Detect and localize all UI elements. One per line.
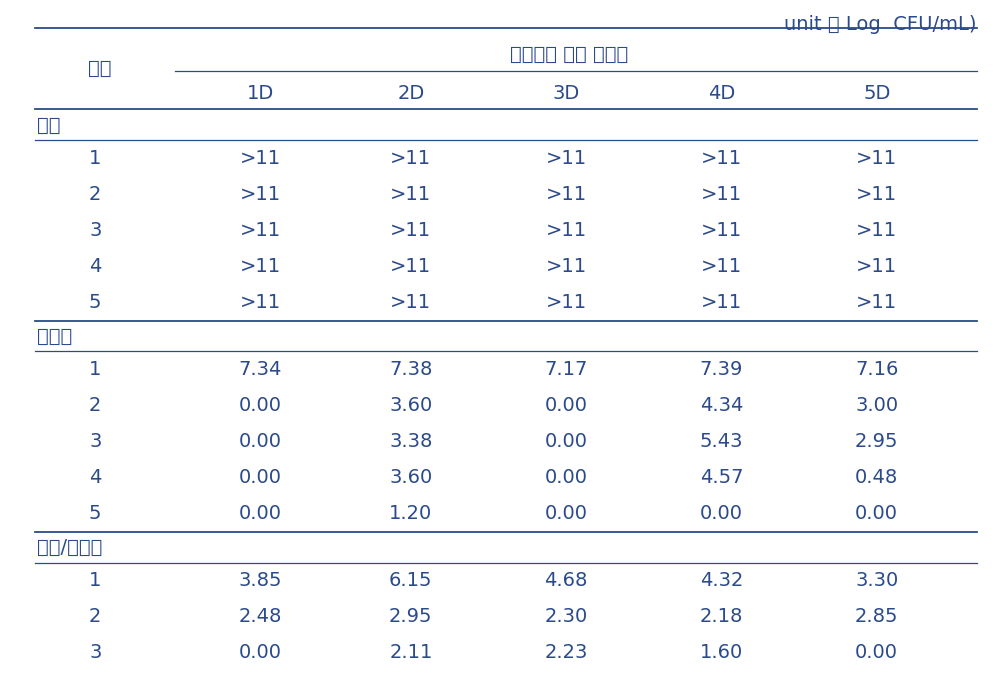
Text: 7.17: 7.17 — [544, 360, 588, 379]
Text: >11: >11 — [390, 221, 432, 240]
Text: 총균: 총균 — [37, 116, 60, 135]
Text: 5: 5 — [89, 293, 101, 312]
Text: >11: >11 — [239, 221, 282, 240]
Text: 0.00: 0.00 — [856, 643, 898, 662]
Text: >11: >11 — [545, 185, 587, 204]
Text: 2.95: 2.95 — [855, 432, 899, 451]
Text: 4.68: 4.68 — [544, 571, 588, 590]
Text: >11: >11 — [545, 293, 587, 312]
Text: 7.39: 7.39 — [699, 360, 743, 379]
Text: 5: 5 — [89, 504, 101, 523]
Text: 7.38: 7.38 — [389, 360, 433, 379]
Text: 2.95: 2.95 — [389, 608, 433, 626]
Text: 3: 3 — [89, 221, 101, 240]
Text: 2.23: 2.23 — [544, 643, 588, 662]
Text: 1: 1 — [89, 360, 101, 379]
Text: 0.00: 0.00 — [239, 468, 282, 487]
Text: 0.48: 0.48 — [855, 468, 899, 487]
Text: 0.00: 0.00 — [545, 468, 587, 487]
Text: >11: >11 — [856, 257, 898, 276]
Text: 4.57: 4.57 — [699, 468, 743, 487]
Text: 7.34: 7.34 — [238, 360, 283, 379]
Text: 1: 1 — [89, 148, 101, 167]
Text: >11: >11 — [700, 257, 742, 276]
Text: 3.38: 3.38 — [389, 432, 433, 451]
Text: unit ： Log  CFU/mL): unit ： Log CFU/mL) — [785, 15, 977, 34]
Text: >11: >11 — [856, 293, 898, 312]
Text: 2.18: 2.18 — [699, 608, 743, 626]
Text: >11: >11 — [856, 148, 898, 167]
Text: 0.00: 0.00 — [545, 432, 587, 451]
Text: 2.85: 2.85 — [855, 608, 899, 626]
Text: >11: >11 — [700, 148, 742, 167]
Text: 5.43: 5.43 — [699, 432, 743, 451]
Text: >11: >11 — [239, 185, 282, 204]
Text: 1D: 1D — [246, 84, 275, 103]
Text: 4: 4 — [89, 468, 101, 487]
Text: 유산균: 유산균 — [37, 327, 72, 346]
Text: 0.00: 0.00 — [856, 504, 898, 523]
Text: 6.15: 6.15 — [389, 571, 433, 590]
Text: 3: 3 — [89, 643, 101, 662]
Text: 2: 2 — [89, 608, 101, 626]
Text: 4D: 4D — [707, 84, 735, 103]
Text: 0.00: 0.00 — [700, 504, 742, 523]
Text: >11: >11 — [239, 148, 282, 167]
Text: 4.34: 4.34 — [699, 396, 743, 415]
Text: 3.60: 3.60 — [389, 396, 433, 415]
Text: >11: >11 — [700, 293, 742, 312]
Text: 2: 2 — [89, 396, 101, 415]
Text: >11: >11 — [856, 221, 898, 240]
Text: 3.60: 3.60 — [389, 468, 433, 487]
Text: 기간: 기간 — [88, 59, 112, 78]
Text: >11: >11 — [390, 185, 432, 204]
Text: >11: >11 — [545, 148, 587, 167]
Text: 3: 3 — [89, 432, 101, 451]
Text: >11: >11 — [390, 293, 432, 312]
Text: 1.20: 1.20 — [389, 504, 433, 523]
Text: 2.30: 2.30 — [544, 608, 588, 626]
Text: 0.00: 0.00 — [545, 396, 587, 415]
Text: 2.48: 2.48 — [238, 608, 283, 626]
Text: 순창모델 된장 처리구: 순창모델 된장 처리구 — [509, 45, 628, 63]
Text: >11: >11 — [700, 221, 742, 240]
Text: 0.00: 0.00 — [545, 504, 587, 523]
Text: 4: 4 — [89, 257, 101, 276]
Text: 2: 2 — [89, 185, 101, 204]
Text: 1: 1 — [89, 571, 101, 590]
Text: 5D: 5D — [863, 84, 891, 103]
Text: 2.11: 2.11 — [389, 643, 433, 662]
Text: >11: >11 — [545, 257, 587, 276]
Text: 3.30: 3.30 — [855, 571, 899, 590]
Text: >11: >11 — [390, 257, 432, 276]
Text: 3D: 3D — [552, 84, 580, 103]
Text: >11: >11 — [856, 185, 898, 204]
Text: 3.85: 3.85 — [238, 571, 283, 590]
Text: >11: >11 — [545, 221, 587, 240]
Text: 1.60: 1.60 — [699, 643, 743, 662]
Text: 3.00: 3.00 — [855, 396, 899, 415]
Text: >11: >11 — [239, 293, 282, 312]
Text: >11: >11 — [239, 257, 282, 276]
Text: 0.00: 0.00 — [239, 396, 282, 415]
Text: 0.00: 0.00 — [239, 643, 282, 662]
Text: 7.16: 7.16 — [855, 360, 899, 379]
Text: 효모/곰팡이: 효모/곰팡이 — [37, 539, 102, 558]
Text: >11: >11 — [390, 148, 432, 167]
Text: >11: >11 — [700, 185, 742, 204]
Text: 0.00: 0.00 — [239, 504, 282, 523]
Text: 4.32: 4.32 — [699, 571, 743, 590]
Text: 2D: 2D — [397, 84, 425, 103]
Text: 0.00: 0.00 — [239, 432, 282, 451]
